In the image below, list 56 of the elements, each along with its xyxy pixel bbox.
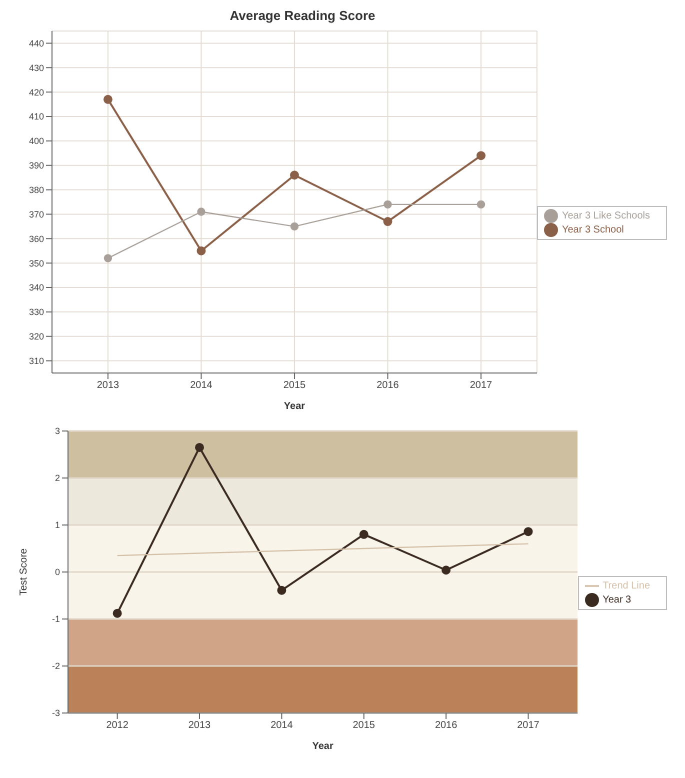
point <box>359 530 368 539</box>
y-tick-label: 350 <box>28 258 44 268</box>
y-tick-label: 400 <box>28 136 44 146</box>
x-tick-label: 2014 <box>270 720 294 732</box>
point <box>197 208 206 216</box>
legend-label: Year 3 Like Schools <box>562 210 650 222</box>
y-tick-label: 310 <box>28 356 44 366</box>
x-axis-title: Year <box>312 741 334 752</box>
point <box>290 170 299 180</box>
y-tick-label: 330 <box>28 307 44 318</box>
y-tick-label: 380 <box>28 184 44 195</box>
x-tick-label: 2015 <box>283 380 306 392</box>
point <box>103 94 112 104</box>
y-tick-label: -3 <box>52 708 60 718</box>
y-tick-label: 390 <box>28 160 44 171</box>
x-tick-label: 2016 <box>434 720 458 732</box>
point <box>196 246 206 256</box>
legend-label: Year 3 School <box>562 224 624 236</box>
y-tick-label: 410 <box>28 112 44 122</box>
point <box>476 200 486 209</box>
point <box>524 527 533 536</box>
legend-label: Year 3 <box>602 594 632 606</box>
y-tick-label: 360 <box>28 234 44 244</box>
y-tick-label: 320 <box>28 332 44 342</box>
legend-label: Trend Line <box>602 580 650 592</box>
x-tick-label: 2012 <box>106 720 129 732</box>
x-tick-label: 2016 <box>376 380 400 392</box>
y-tick-label: 0 <box>54 567 60 578</box>
point <box>384 200 392 209</box>
y-tick-label: 440 <box>28 38 44 48</box>
x-axis-title: Year <box>284 401 306 412</box>
x-tick-label: 2015 <box>352 720 376 732</box>
point <box>277 586 286 595</box>
y-tick-label: 1 <box>54 520 60 530</box>
x-tick-label: 2017 <box>517 720 540 732</box>
x-tick-label: 2013 <box>188 720 212 732</box>
point <box>290 222 299 231</box>
point <box>112 608 122 618</box>
y-tick-label: -2 <box>52 661 60 672</box>
point <box>383 217 392 226</box>
chart-title: Average Reading Score <box>228 8 376 23</box>
y-tick-label: 3 <box>54 426 60 436</box>
x-tick-label: 2013 <box>96 380 120 392</box>
y-tick-label: 430 <box>28 62 44 73</box>
y-tick-label: 420 <box>28 87 44 98</box>
point <box>195 442 204 452</box>
point <box>442 566 451 575</box>
x-tick-label: 2014 <box>190 380 213 392</box>
point <box>476 151 486 160</box>
x-tick-label: 2017 <box>470 380 493 392</box>
y-tick-label: 370 <box>28 209 44 220</box>
y-tick-label: 340 <box>28 282 44 293</box>
point <box>104 254 112 262</box>
y-axis-title: Test Score <box>18 548 30 596</box>
y-tick-label: -1 <box>52 614 60 624</box>
y-tick-label: 2 <box>54 473 60 484</box>
